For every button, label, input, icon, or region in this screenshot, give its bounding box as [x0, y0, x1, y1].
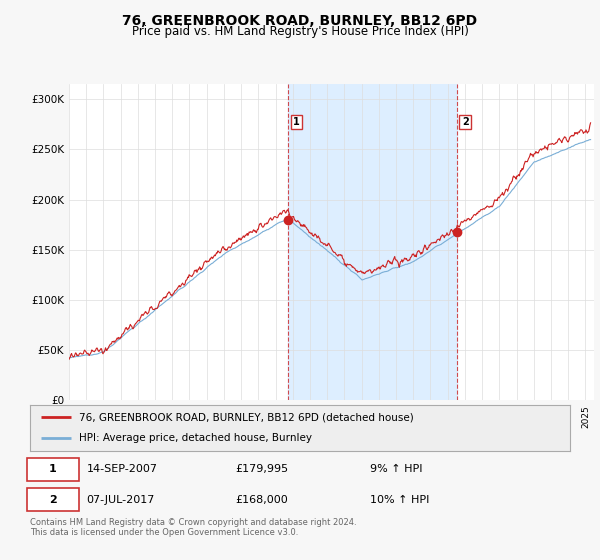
Text: Contains HM Land Registry data © Crown copyright and database right 2024.
This d: Contains HM Land Registry data © Crown c…: [30, 518, 356, 538]
Text: £168,000: £168,000: [235, 494, 288, 505]
FancyBboxPatch shape: [28, 488, 79, 511]
Text: 9% ↑ HPI: 9% ↑ HPI: [370, 464, 422, 474]
Text: 1: 1: [293, 117, 299, 127]
FancyBboxPatch shape: [28, 458, 79, 481]
Text: Price paid vs. HM Land Registry's House Price Index (HPI): Price paid vs. HM Land Registry's House …: [131, 25, 469, 38]
Text: 14-SEP-2007: 14-SEP-2007: [86, 464, 158, 474]
Text: 1: 1: [49, 464, 57, 474]
Bar: [288, 84, 457, 400]
Text: 2: 2: [462, 117, 469, 127]
Text: £179,995: £179,995: [235, 464, 289, 474]
Text: 2: 2: [49, 494, 57, 505]
Text: 76, GREENBROOK ROAD, BURNLEY, BB12 6PD (detached house): 76, GREENBROOK ROAD, BURNLEY, BB12 6PD (…: [79, 412, 413, 422]
Text: 10% ↑ HPI: 10% ↑ HPI: [370, 494, 430, 505]
Text: HPI: Average price, detached house, Burnley: HPI: Average price, detached house, Burn…: [79, 433, 311, 444]
Text: 76, GREENBROOK ROAD, BURNLEY, BB12 6PD: 76, GREENBROOK ROAD, BURNLEY, BB12 6PD: [122, 14, 478, 28]
Text: 07-JUL-2017: 07-JUL-2017: [86, 494, 155, 505]
